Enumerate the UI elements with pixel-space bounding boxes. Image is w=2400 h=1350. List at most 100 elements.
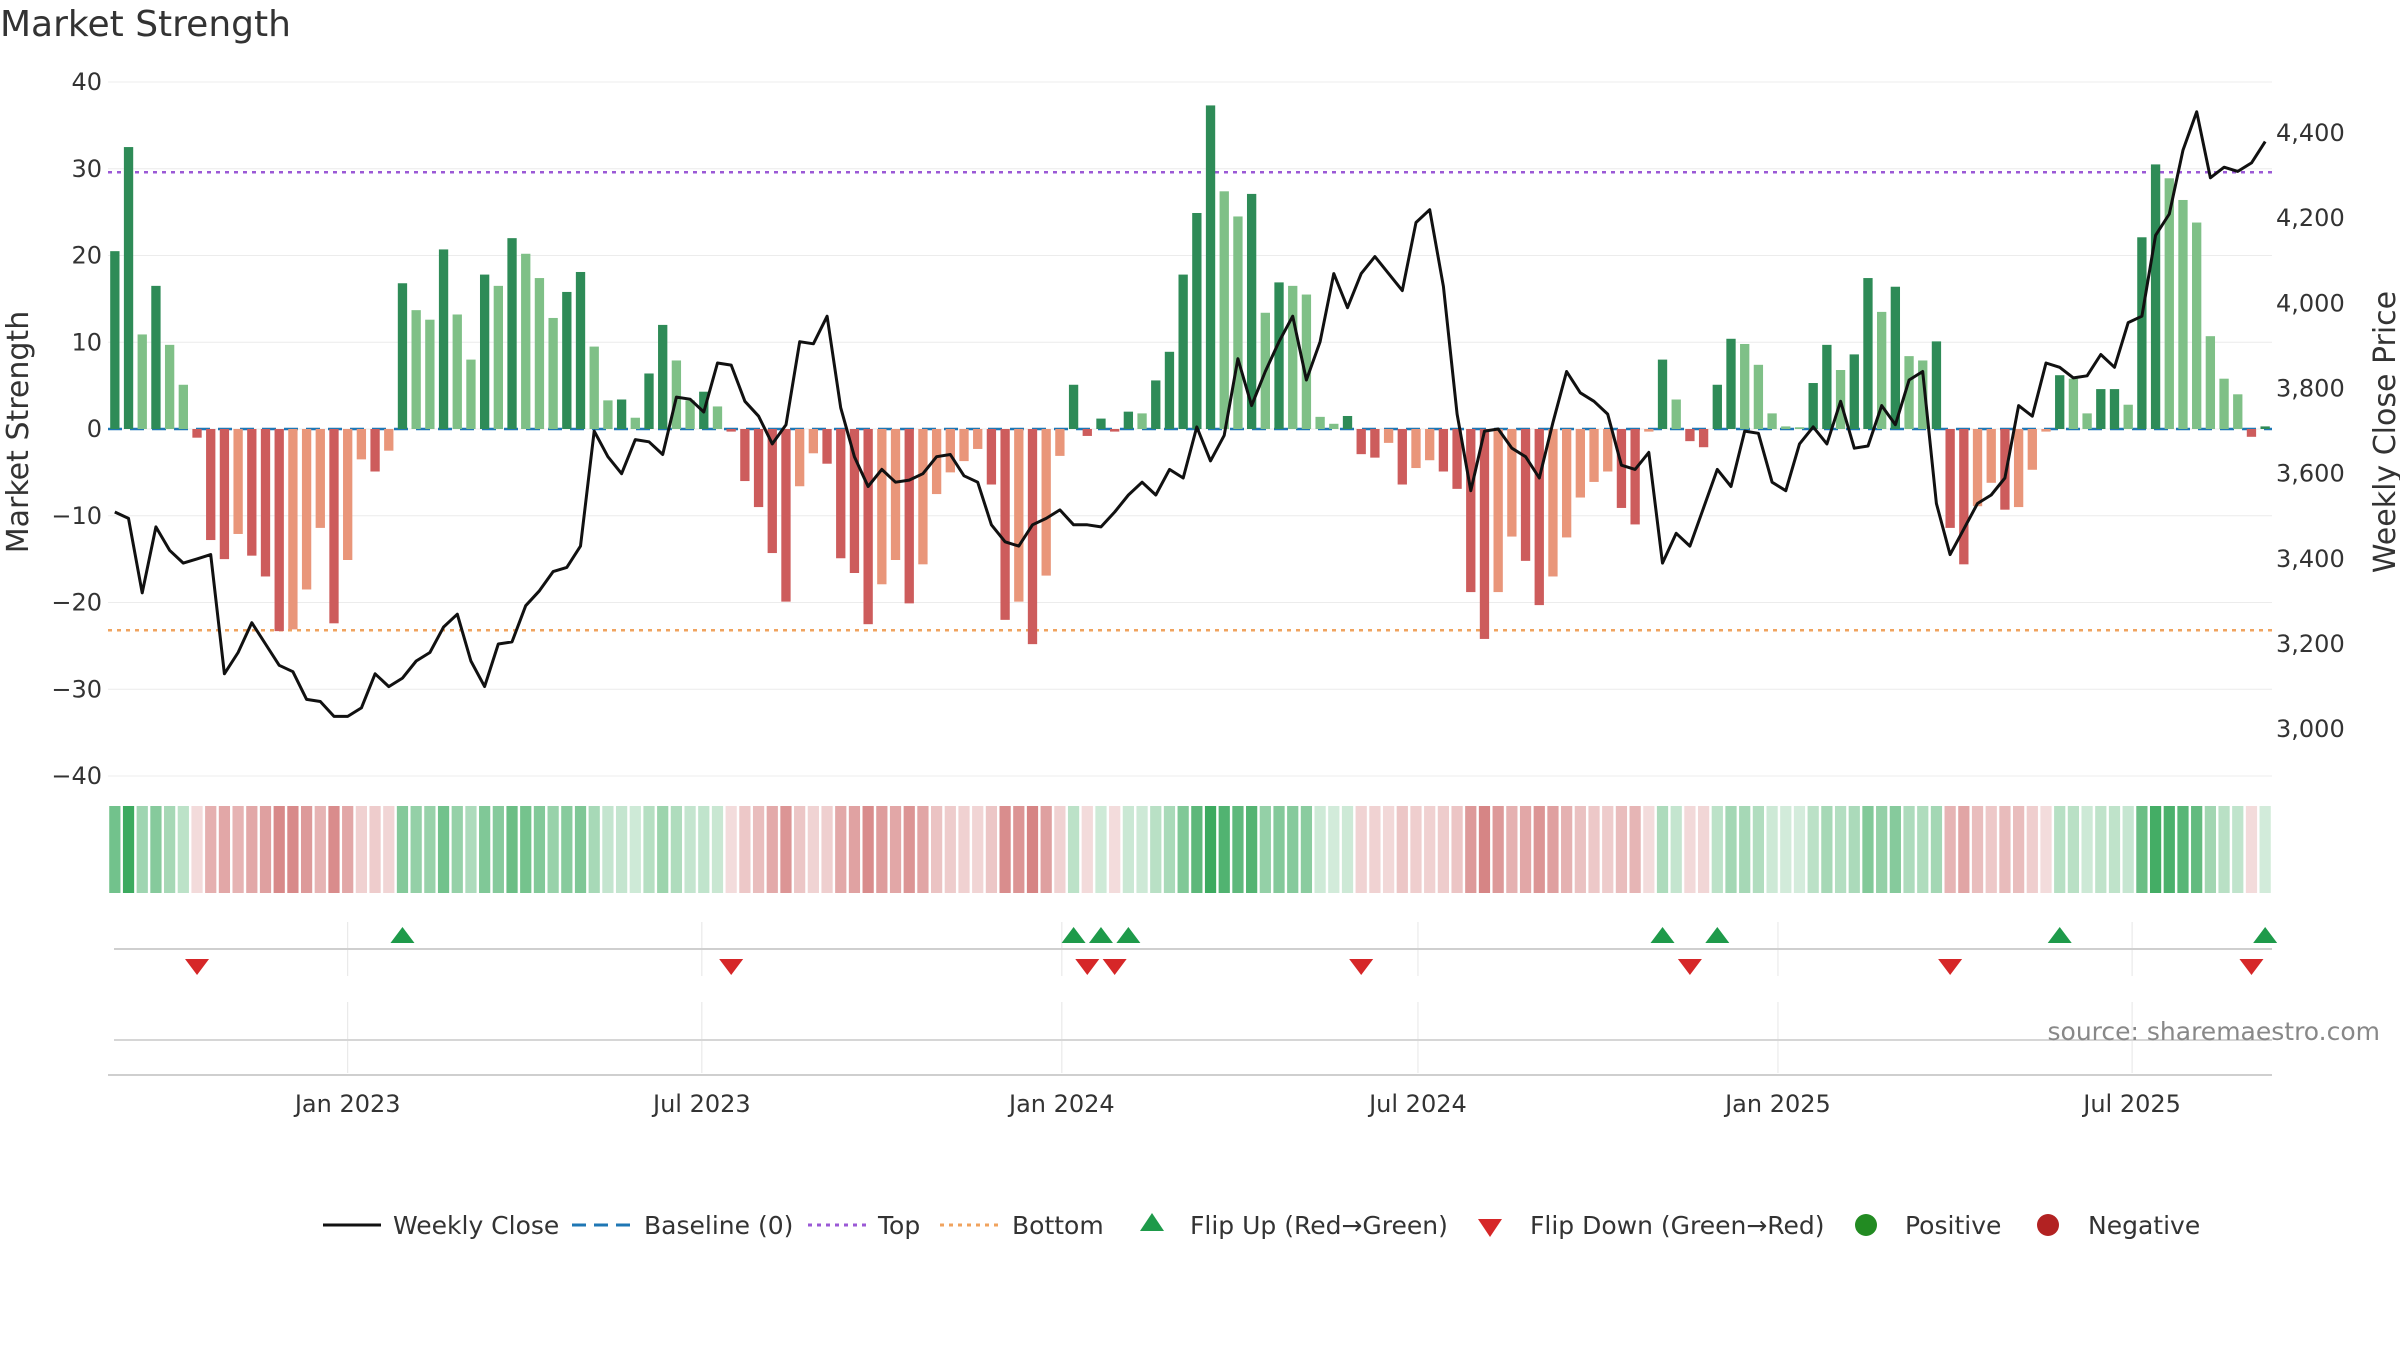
- strength-bar: [521, 253, 531, 429]
- flip-up-marker: [2253, 927, 2278, 943]
- strip-cell: [1807, 806, 1819, 893]
- strength-bar: [260, 429, 271, 577]
- strip-cell: [2026, 806, 2038, 893]
- strip-cell: [1437, 806, 1449, 893]
- strip-cell: [999, 806, 1011, 893]
- y2-tick-label: 4,400: [2276, 119, 2345, 147]
- chart-title: Market Strength: [0, 4, 291, 45]
- strength-bar: [233, 429, 243, 534]
- strip-cell: [629, 806, 641, 893]
- strength-bar: [466, 359, 476, 429]
- strip-cell: [1697, 806, 1710, 893]
- strip-cell: [2218, 806, 2230, 893]
- strength-bar: [2096, 389, 2106, 429]
- strip-cell: [218, 806, 231, 893]
- strength-bar: [2219, 378, 2229, 429]
- strip-cell: [1917, 806, 1929, 893]
- strip-cell: [1026, 806, 1039, 893]
- y-tick-label: 30: [71, 155, 102, 183]
- strip-cell: [1985, 806, 1997, 893]
- strip-cell: [848, 806, 861, 893]
- strip-cell: [136, 806, 148, 893]
- y-tick-label: −20: [51, 589, 102, 617]
- strip-cell: [1081, 806, 1093, 893]
- strength-bar: [329, 429, 339, 624]
- x-tick-label: Jul 2025: [2081, 1090, 2181, 1118]
- strip-cell: [1300, 806, 1313, 893]
- strength-bar: [877, 429, 887, 585]
- strength-bar: [712, 406, 723, 429]
- y2-tick-label: 4,200: [2276, 204, 2345, 232]
- strip-cell: [246, 806, 258, 893]
- strength-bar: [1534, 429, 1544, 606]
- strength-bar: [644, 373, 654, 429]
- strip-cell: [1095, 806, 1107, 893]
- strip-cell: [2067, 806, 2080, 893]
- strength-bar: [918, 429, 928, 565]
- strength-bar: [356, 429, 367, 460]
- strength-bar: [1986, 429, 1996, 483]
- strip-cell: [1314, 806, 1326, 893]
- strip-cell: [506, 806, 518, 893]
- strip-cell: [479, 806, 491, 893]
- strength-bar: [548, 317, 558, 429]
- flip-up-marker: [2047, 927, 2072, 943]
- strip-cell: [1150, 806, 1162, 893]
- strip-cell: [1903, 806, 1915, 893]
- strength-bar: [137, 334, 147, 429]
- strength-bar: [1068, 384, 1079, 429]
- strength-bar: [1466, 429, 1476, 593]
- strip-cell: [1561, 806, 1573, 893]
- strength-bar: [2082, 413, 2092, 429]
- strip-cell: [2163, 806, 2175, 893]
- strength-bar: [658, 324, 668, 429]
- strength-bar: [2233, 394, 2243, 429]
- strength-bar: [1315, 416, 1325, 429]
- y-tick-label: −30: [51, 675, 102, 703]
- strip-cell: [2232, 806, 2244, 893]
- flip-down-marker: [2239, 959, 2264, 975]
- flip-down-marker: [185, 959, 210, 975]
- strip-cell: [657, 806, 669, 893]
- strength-bar: [411, 310, 421, 429]
- strip-cell: [876, 806, 888, 893]
- strength-bar: [288, 429, 298, 630]
- flip-down-marker: [1677, 959, 1702, 975]
- legend-negative-icon: [2037, 1214, 2059, 1236]
- strength-bar: [1493, 429, 1503, 593]
- strength-bar: [2013, 429, 2024, 508]
- y-tick-label: 0: [87, 415, 102, 443]
- strength-bar: [575, 271, 586, 429]
- strip-cell: [835, 806, 847, 893]
- strip-cell: [1246, 806, 1258, 893]
- strip-cell: [958, 806, 970, 893]
- strength-bar: [1781, 426, 1791, 429]
- strength-bar: [192, 429, 202, 438]
- strip-cell: [1889, 806, 1901, 893]
- strength-bar: [2192, 222, 2202, 429]
- strength-bar: [274, 429, 284, 632]
- strip-cell: [396, 806, 409, 893]
- strip-cell: [1136, 806, 1148, 893]
- strip-cell: [1615, 806, 1628, 893]
- flip-up-marker: [1061, 927, 1086, 943]
- strength-bar: [1123, 411, 1134, 429]
- x-tick-label: Jul 2023: [651, 1090, 751, 1118]
- strength-bar: [1014, 429, 1024, 602]
- strength-bar: [1657, 359, 1668, 429]
- strip-cell: [424, 806, 436, 893]
- strip-cell: [780, 806, 792, 893]
- strength-bar: [2109, 389, 2120, 429]
- strength-bar: [1082, 429, 1092, 436]
- strength-bar: [931, 429, 942, 495]
- strip-cell: [889, 806, 902, 893]
- strip-cell: [314, 806, 326, 893]
- legend-baseline-label: Baseline (0): [644, 1211, 793, 1240]
- strip-cell: [1629, 806, 1641, 893]
- strength-bar: [1753, 364, 1764, 429]
- strength-bar: [1835, 370, 1846, 429]
- strength-bar: [1041, 429, 1051, 576]
- strength-bar: [1698, 429, 1709, 448]
- legend-positive-label: Positive: [1905, 1211, 2001, 1240]
- strip-cell: [1876, 806, 1888, 893]
